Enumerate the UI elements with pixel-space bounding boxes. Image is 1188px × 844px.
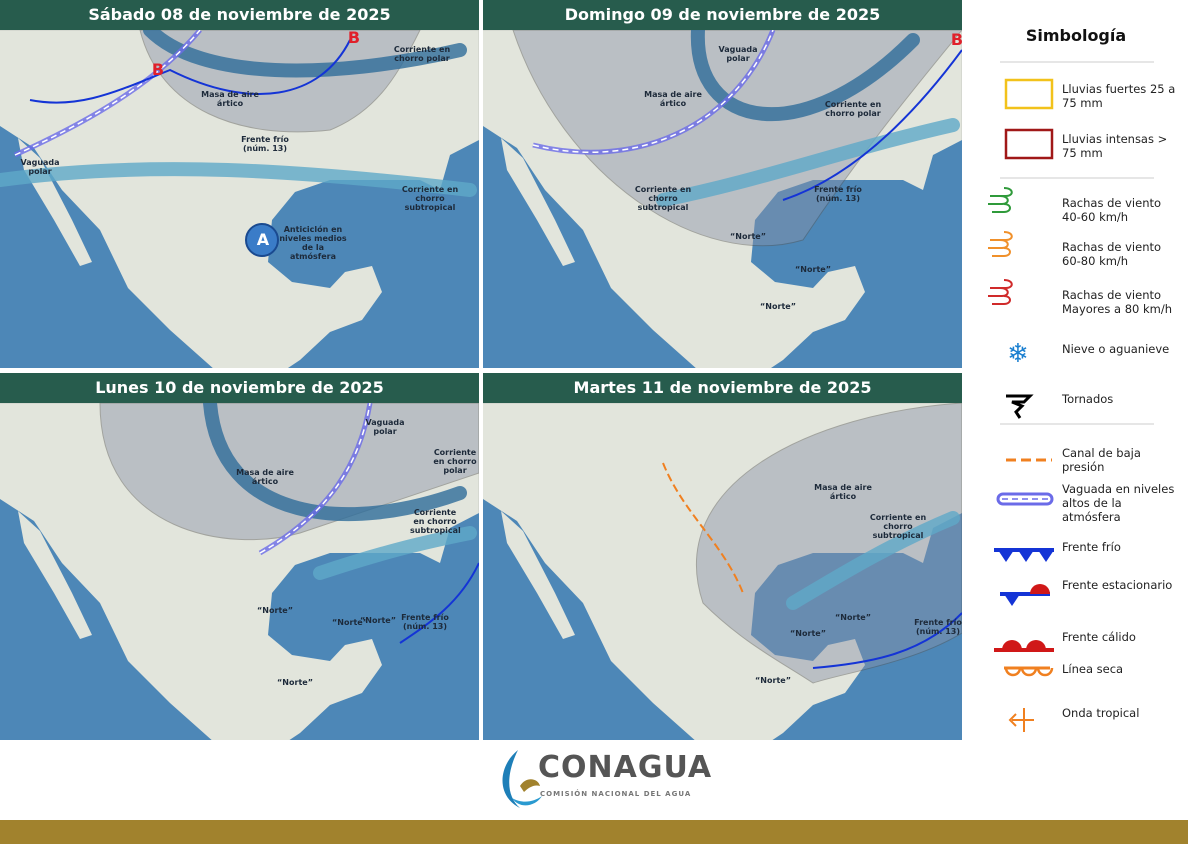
legend-item: Onda tropical [1062, 706, 1140, 720]
legend-icon [1008, 708, 1034, 732]
legend-icon [988, 231, 1013, 257]
legend-icon [1004, 78, 1054, 110]
map-label: Anticiclón en niveles medios de la atmós… [279, 225, 347, 261]
legend-icon: ❄ [1007, 339, 1029, 369]
map-label: “Norte” [795, 265, 831, 274]
legend-icon [988, 279, 1013, 305]
map-label: Vaguada polar [718, 45, 758, 63]
legend-item: Frente estacionario [1062, 578, 1173, 592]
map-panel: Martes 11 de noviembre de 2025 Masa de ai… [483, 373, 962, 741]
legend-item: Frente frío [1062, 540, 1121, 554]
footer-bar [0, 820, 1188, 844]
legend-icons: ❄ [988, 61, 1154, 732]
map-label: Corriente en chorro subtropical [401, 185, 459, 212]
map [483, 403, 962, 741]
legend-title: Simbología [1025, 26, 1127, 45]
map-label: Frente frío (núm. 13) [241, 135, 289, 153]
svg-text:❄: ❄ [1007, 339, 1029, 369]
legend: Simbología ❄ Lluvias fuertes 25 a 75 mm L… [964, 0, 1188, 740]
legend-item: Lluvias fuertes 25 a 75 mm [1062, 82, 1176, 110]
legend-icon [1000, 584, 1050, 606]
panel-title: Lunes 10 de noviembre de 2025 [0, 373, 479, 403]
legend-item: Línea seca [1062, 662, 1124, 676]
map-label: “Norte” [332, 618, 368, 627]
map-label: Masa de aire ártico [236, 468, 294, 486]
map-label: “Norte” [755, 676, 791, 685]
legend-item: Rachas de viento 40-60 km/h [1062, 196, 1162, 224]
map-label: A [256, 230, 270, 249]
map-label: Corriente en chorro polar [393, 45, 451, 63]
legend-item: Vaguada en niveles altos de la atmósfera [1062, 482, 1175, 524]
map-label: “Norte” [360, 616, 396, 625]
logo [502, 750, 542, 808]
map-label: B [151, 60, 165, 79]
map-label: Vaguada polar [365, 418, 405, 436]
brand-subtitle: COMISIÓN NACIONAL DEL AGUA [540, 790, 692, 798]
panel-title: Sábado 08 de noviembre de 2025 [0, 0, 479, 30]
map-panel: Sábado 08 de noviembre de 2025 Corriente … [0, 0, 479, 368]
panel-title: Domingo 09 de noviembre de 2025 [483, 0, 962, 30]
map-label: “Norte” [257, 606, 293, 615]
legend-icon [996, 492, 1054, 506]
legend-icon [994, 640, 1054, 652]
map-label: Masa de aire ártico [814, 483, 872, 501]
map-label: Masa de aire ártico [201, 90, 259, 108]
legend-icon [1004, 666, 1054, 677]
legend-item: Canal de baja presión [1062, 446, 1141, 474]
legend-icon [988, 187, 1013, 213]
legend-item: Rachas de viento Mayores a 80 km/h [1062, 288, 1173, 316]
map-label: Vaguada polar [20, 158, 60, 176]
map [0, 403, 479, 741]
map-label: B [347, 28, 361, 47]
map-label: “Norte” [277, 678, 313, 687]
map [483, 30, 962, 368]
map-label: Frente frío (núm. 13) [914, 618, 962, 636]
legend-icon [994, 548, 1054, 562]
map-label: Corriente en chorro subtropical [869, 513, 927, 540]
legend-item: Frente cálido [1062, 630, 1136, 644]
map-label: Corriente en chorro polar [824, 100, 882, 118]
footer: CONAGUA COMISIÓN NACIONAL DEL AGUA [0, 740, 1188, 820]
map-label: “Norte” [760, 302, 796, 311]
map [0, 30, 479, 368]
panel-title: Martes 11 de noviembre de 2025 [483, 373, 962, 403]
legend-icon [1004, 128, 1054, 160]
map-panel: Domingo 09 de noviembre de 2025 Vaguada p… [483, 0, 962, 368]
map-label: “Norte” [835, 613, 871, 622]
legend-icon [1006, 394, 1034, 419]
map-label: Frente frío (núm. 13) [814, 185, 862, 203]
map-label: B [950, 30, 962, 49]
map-label: Masa de aire ártico [644, 90, 702, 108]
brand: CONAGUA [538, 750, 713, 785]
map-label: Corriente en chorro subtropical [410, 508, 461, 535]
legend-item: Lluvias intensas > 75 mm [1062, 132, 1168, 160]
map-panel: Lunes 10 de noviembre de 2025 Vaguada pol… [0, 373, 479, 741]
legend-item: Tornados [1062, 392, 1114, 406]
map-label: “Norte” [790, 629, 826, 638]
map-label: Corriente en chorro subtropical [634, 185, 692, 212]
legend-item: Nieve o aguanieve [1062, 342, 1170, 356]
map-label: Corriente en chorro polar [433, 448, 477, 475]
map-label: Frente frío (núm. 13) [401, 613, 449, 631]
map-label: “Norte” [730, 232, 766, 241]
legend-item: Rachas de viento 60-80 km/h [1062, 240, 1162, 268]
